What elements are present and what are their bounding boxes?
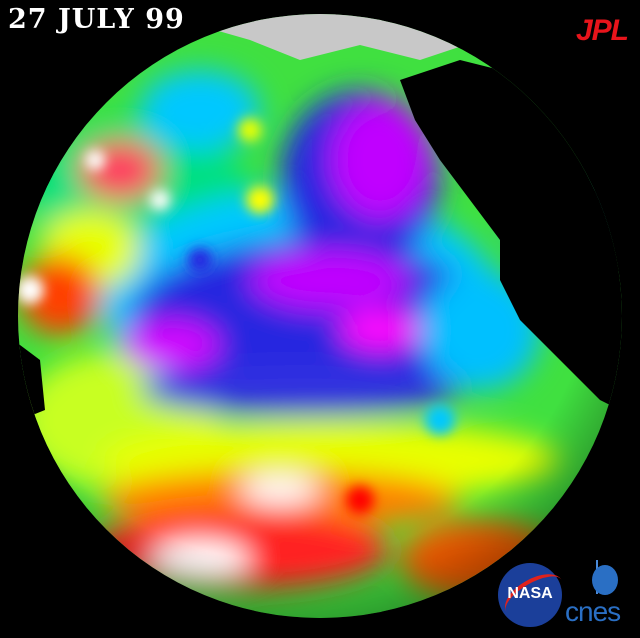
jpl-logo: JPL [575,14,629,47]
cnes-logo: cnes [565,596,621,627]
cnes-globe-icon [592,565,618,595]
nasa-logo-text: NASA [507,585,553,602]
nasa-logo: NASA [497,563,571,627]
date-label: 27 JULY 99 [8,4,185,35]
